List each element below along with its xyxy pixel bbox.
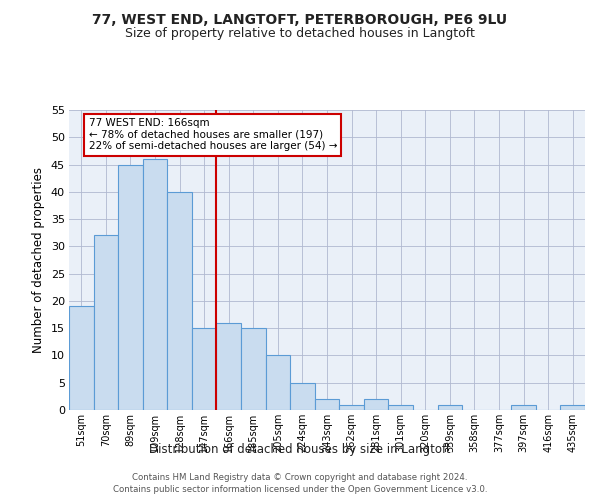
Bar — [94, 236, 118, 410]
Text: Contains HM Land Registry data © Crown copyright and database right 2024.: Contains HM Land Registry data © Crown c… — [132, 472, 468, 482]
Bar — [143, 159, 167, 410]
Bar — [560, 404, 585, 410]
Bar — [192, 328, 217, 410]
Bar — [266, 356, 290, 410]
Text: Contains public sector information licensed under the Open Government Licence v3: Contains public sector information licen… — [113, 485, 487, 494]
Text: 77, WEST END, LANGTOFT, PETERBOROUGH, PE6 9LU: 77, WEST END, LANGTOFT, PETERBOROUGH, PE… — [92, 12, 508, 26]
Bar — [388, 404, 413, 410]
Text: Size of property relative to detached houses in Langtoft: Size of property relative to detached ho… — [125, 28, 475, 40]
Bar — [364, 399, 388, 410]
Bar — [511, 404, 536, 410]
Bar — [217, 322, 241, 410]
Y-axis label: Number of detached properties: Number of detached properties — [32, 167, 45, 353]
Bar — [69, 306, 94, 410]
Text: Distribution of detached houses by size in Langtoft: Distribution of detached houses by size … — [149, 442, 451, 456]
Bar — [167, 192, 192, 410]
Bar — [241, 328, 266, 410]
Bar — [315, 399, 339, 410]
Bar — [118, 164, 143, 410]
Text: 77 WEST END: 166sqm
← 78% of detached houses are smaller (197)
22% of semi-detac: 77 WEST END: 166sqm ← 78% of detached ho… — [89, 118, 337, 152]
Bar — [339, 404, 364, 410]
Bar — [437, 404, 462, 410]
Bar — [290, 382, 315, 410]
